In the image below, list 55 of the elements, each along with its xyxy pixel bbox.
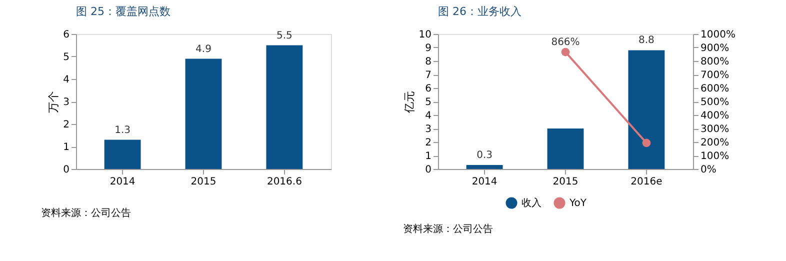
y-tick-label: 5 bbox=[425, 97, 432, 108]
y-tick-label: 0 bbox=[63, 164, 70, 176]
x-tick-label: 2016e bbox=[630, 176, 662, 188]
y-tick-label: 10 bbox=[418, 30, 432, 40]
text: 资料来源：公司公告 bbox=[41, 207, 131, 219]
y-axis-title: 亿元 bbox=[402, 91, 416, 114]
x-tick-label: 2015 bbox=[190, 176, 216, 188]
y2-tick-label: 400% bbox=[700, 110, 730, 122]
y-tick-label: 1 bbox=[425, 151, 432, 162]
text: 资料来源：公司公告 bbox=[403, 223, 493, 235]
y-tick-label: 3 bbox=[63, 97, 70, 108]
data-label: 866% bbox=[551, 37, 580, 48]
bar bbox=[104, 140, 141, 169]
y-tick-label: 6 bbox=[425, 84, 432, 94]
x-tick-label: 2014 bbox=[472, 176, 498, 188]
bar bbox=[266, 45, 303, 169]
data-label: 5.5 bbox=[276, 30, 292, 42]
x-tick-label: 2015 bbox=[552, 176, 578, 188]
chart-title: 图 25：覆盖网点数 bbox=[76, 5, 170, 18]
y-axis-title: 万个 bbox=[47, 91, 60, 113]
y-tick-label: 4 bbox=[425, 110, 432, 122]
data-label: 8.8 bbox=[638, 35, 654, 46]
bar bbox=[628, 50, 665, 169]
chart-title: 图 26：业务收入 bbox=[438, 5, 522, 18]
y-tick-label: 7 bbox=[425, 70, 432, 81]
y-tick-label: 9 bbox=[425, 43, 432, 54]
legend-label: 收入 bbox=[522, 197, 542, 209]
y2-tick-label: 200% bbox=[700, 138, 730, 148]
y-tick-label: 2 bbox=[63, 120, 70, 130]
y-tick-label: 2 bbox=[425, 138, 432, 148]
y-tick-label: 4 bbox=[63, 74, 70, 86]
y2-tick-label: 0% bbox=[700, 164, 716, 176]
y2-tick-label: 1000% bbox=[700, 30, 736, 40]
data-label: 4.9 bbox=[196, 44, 212, 55]
y2-tick-label: 500% bbox=[700, 97, 730, 108]
bar bbox=[185, 58, 222, 169]
y2-tick-label: 600% bbox=[700, 84, 730, 94]
y2-tick-label: 800% bbox=[700, 56, 730, 68]
data-label: 0.3 bbox=[476, 150, 492, 161]
y-tick-label: 3 bbox=[425, 124, 432, 135]
x-tick-label: 2014 bbox=[110, 176, 136, 188]
bar bbox=[466, 164, 503, 169]
y-tick-label: 1 bbox=[63, 142, 70, 153]
y-tick-label: 8 bbox=[425, 56, 432, 68]
y-tick-label: 5 bbox=[63, 52, 70, 63]
y2-tick-label: 700% bbox=[700, 70, 730, 81]
y-tick-label: 6 bbox=[63, 30, 70, 40]
legend-label: YoY bbox=[568, 198, 588, 209]
y2-tick-label: 300% bbox=[700, 124, 730, 135]
data-label: 1.3 bbox=[114, 124, 130, 136]
bar bbox=[547, 128, 584, 169]
y2-tick-label: 900% bbox=[700, 43, 730, 54]
y2-tick-label: 100% bbox=[700, 151, 730, 162]
x-tick-label: 2016.6 bbox=[266, 176, 302, 188]
y-tick-label: 0 bbox=[425, 164, 432, 176]
